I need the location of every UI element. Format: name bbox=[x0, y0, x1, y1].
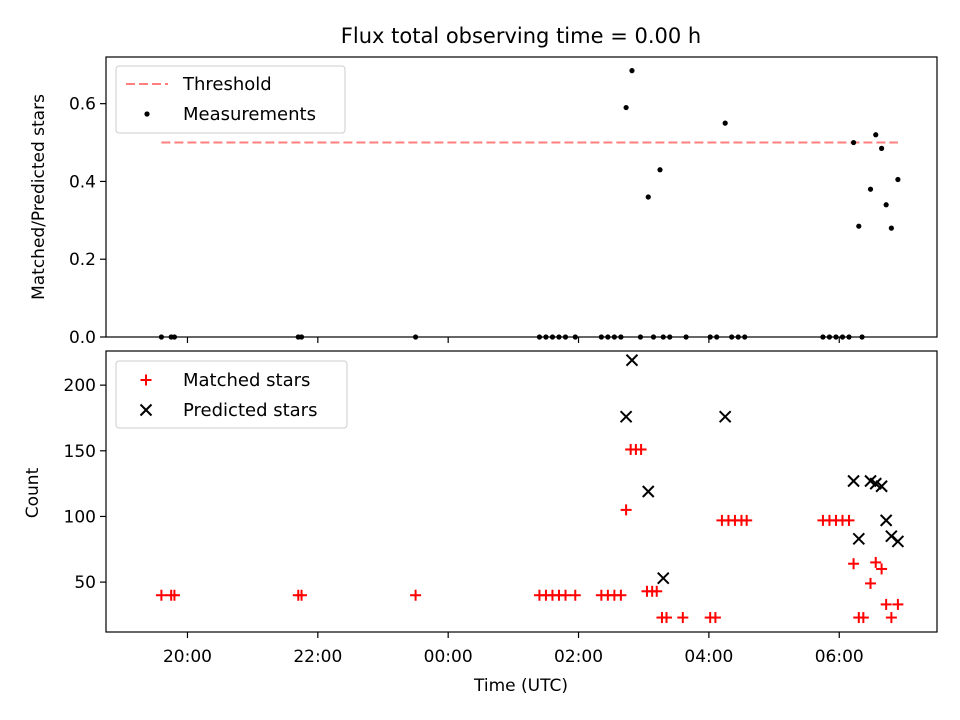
measurement-point bbox=[873, 132, 879, 138]
predicted-star-point bbox=[625, 353, 639, 367]
matched-star-point bbox=[168, 589, 180, 601]
predicted-star-point bbox=[891, 535, 905, 548]
bottom-x-tick-label: 04:00 bbox=[684, 647, 733, 667]
top-axes-frame bbox=[105, 56, 938, 338]
bottom-y-ticks: 50 100 150 200 bbox=[64, 376, 106, 593]
matched-star-point bbox=[635, 443, 647, 455]
bottom-x-tick-label: 20:00 bbox=[163, 647, 212, 667]
measurement-point bbox=[657, 167, 663, 173]
predicted-star-point bbox=[875, 480, 888, 493]
top-legend: Threshold Measurements bbox=[115, 65, 346, 134]
matched-star-point bbox=[885, 612, 897, 624]
measurement-point bbox=[867, 186, 874, 192]
matched-star-point bbox=[410, 589, 422, 601]
measurement-point bbox=[895, 176, 901, 183]
bottom-legend-box bbox=[115, 360, 348, 429]
matched-star-point bbox=[892, 598, 904, 610]
measurement-point bbox=[879, 145, 885, 151]
bottom-y-axis-label: Count bbox=[23, 467, 43, 518]
bottom-y-tick-label: 150 bbox=[64, 442, 96, 462]
matched-star-point bbox=[870, 556, 882, 568]
measurement-point bbox=[883, 202, 889, 208]
bottom-x-tick-label: 06:00 bbox=[815, 647, 864, 667]
bottom-y-tick-label: 200 bbox=[64, 376, 96, 396]
matched-star-point bbox=[615, 589, 627, 601]
top-x-ticks bbox=[186, 337, 840, 343]
predicted-star-point bbox=[852, 532, 865, 545]
matched-star-point bbox=[843, 514, 855, 526]
top-y-axis-label: Matched/Predicted stars bbox=[29, 94, 49, 300]
measurement-point bbox=[850, 139, 857, 146]
x-axis-label: Time (UTC) bbox=[473, 676, 568, 696]
bottom-y-tick-label: 50 bbox=[74, 573, 96, 593]
predicted-star-point bbox=[718, 410, 732, 423]
bottom-legend: Matched stars Predicted stars bbox=[115, 360, 348, 429]
measurements-legend-label: Measurements bbox=[183, 104, 316, 125]
matched-star-point bbox=[651, 585, 663, 597]
threshold-legend-label: Threshold bbox=[182, 74, 272, 95]
bottom-x-tick-label: 00:00 bbox=[424, 647, 473, 667]
matched-star-point bbox=[620, 504, 632, 516]
predicted-legend-marker bbox=[139, 403, 153, 417]
bottom-panel: 50 100 150 200 20:00 22:00 00:00 02:00 04:00 06:… bbox=[23, 350, 938, 696]
top-y-tick-label: 0.0 bbox=[69, 328, 96, 348]
bottom-x-tick-label: 22:00 bbox=[293, 647, 342, 667]
bottom-plot-area bbox=[155, 353, 905, 624]
predicted-star-point bbox=[642, 485, 655, 498]
matched-star-point bbox=[848, 558, 860, 570]
matched-star-point bbox=[155, 589, 167, 601]
predicted-star-point bbox=[847, 474, 860, 488]
bottom-x-tick-label: 02:00 bbox=[554, 647, 603, 667]
top-panel: 0.0 0.2 0.4 0.6 Matched/Predicted stars Thr… bbox=[29, 56, 938, 348]
matched-star-point bbox=[880, 598, 892, 610]
matched-star-point bbox=[857, 612, 869, 624]
top-y-tick-label: 0.2 bbox=[69, 250, 96, 270]
matched-star-point bbox=[296, 589, 308, 601]
measurement-point bbox=[722, 120, 728, 126]
top-y-ticks: 0.0 0.2 0.4 0.6 bbox=[69, 95, 106, 348]
matched-legend-marker bbox=[140, 374, 152, 386]
matched-star-point bbox=[865, 577, 877, 589]
matched-legend-swatch bbox=[140, 374, 152, 386]
matched-legend-label: Matched stars bbox=[183, 370, 310, 391]
bottom-axes-frame bbox=[105, 350, 938, 633]
matched-star-point bbox=[709, 612, 721, 624]
measurement-point bbox=[645, 194, 651, 200]
matched-star-point bbox=[876, 563, 888, 575]
measurement-point bbox=[623, 104, 629, 111]
matched-star-point bbox=[677, 612, 689, 624]
predicted-legend-label: Predicted stars bbox=[183, 400, 317, 421]
measurement-point bbox=[856, 223, 862, 229]
bottom-y-tick-label: 100 bbox=[64, 507, 96, 527]
measurements-legend-swatch bbox=[144, 111, 150, 117]
top-y-tick-label: 0.4 bbox=[69, 172, 96, 192]
bottom-x-ticks: 20:00 22:00 00:00 02:00 04:00 06:00 bbox=[163, 632, 864, 667]
measurement-point bbox=[888, 225, 894, 231]
top-y-tick-label: 0.6 bbox=[69, 95, 96, 115]
predicted-star-point bbox=[619, 410, 633, 423]
matched-star-point bbox=[559, 589, 571, 601]
matched-star-point bbox=[569, 589, 581, 601]
chart-title: Flux total observing time = 0.00 h bbox=[341, 24, 701, 48]
predicted-star-point bbox=[657, 571, 670, 585]
predicted-star-point bbox=[879, 514, 893, 527]
measurement-point bbox=[629, 68, 635, 74]
predicted-legend-swatch bbox=[139, 403, 153, 417]
matched-star-point bbox=[741, 514, 753, 526]
matched-star-point bbox=[661, 612, 673, 624]
top-legend-box bbox=[115, 65, 346, 134]
